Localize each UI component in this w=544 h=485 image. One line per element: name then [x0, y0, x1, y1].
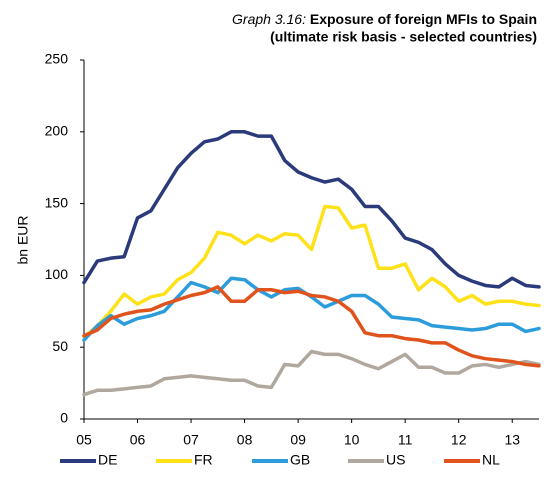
x-tick-label: 11 [398, 432, 413, 448]
legend-label: DE [98, 452, 117, 468]
x-tick-label: 08 [237, 432, 253, 448]
series-line [82, 204, 541, 339]
chart-subtitle: (ultimate risk basis - selected countrie… [270, 29, 537, 45]
x-tick-label: 05 [76, 432, 92, 448]
legend-label: GB [290, 452, 310, 468]
y-tick-label: 150 [45, 194, 69, 210]
legend-label: US [386, 452, 405, 468]
legend-label: NL [482, 452, 500, 468]
x-tick-label: 10 [344, 432, 360, 448]
y-axis-label: bn EUR [15, 215, 31, 264]
y-tick-label: 200 [45, 123, 69, 139]
y-tick-label: 100 [45, 266, 69, 282]
title-number: Graph 3.16: [232, 11, 306, 27]
x-tick-label: 13 [504, 432, 520, 448]
y-tick-label: 50 [52, 338, 68, 354]
x-tick-label: 07 [183, 432, 199, 448]
y-tick-label: 250 [45, 51, 69, 67]
series-line [82, 285, 541, 368]
x-tick-label: 06 [130, 432, 146, 448]
series-line [82, 130, 541, 289]
x-tick-label: 09 [290, 432, 306, 448]
y-tick-label: 0 [60, 410, 68, 426]
series-line [82, 349, 541, 397]
title-line: Exposure of foreign MFIs to Spain [310, 11, 537, 27]
chart-title: Graph 3.16: Exposure of foreign MFIs to … [232, 11, 537, 27]
x-tick-label: 12 [451, 432, 467, 448]
legend-label: FR [194, 452, 213, 468]
